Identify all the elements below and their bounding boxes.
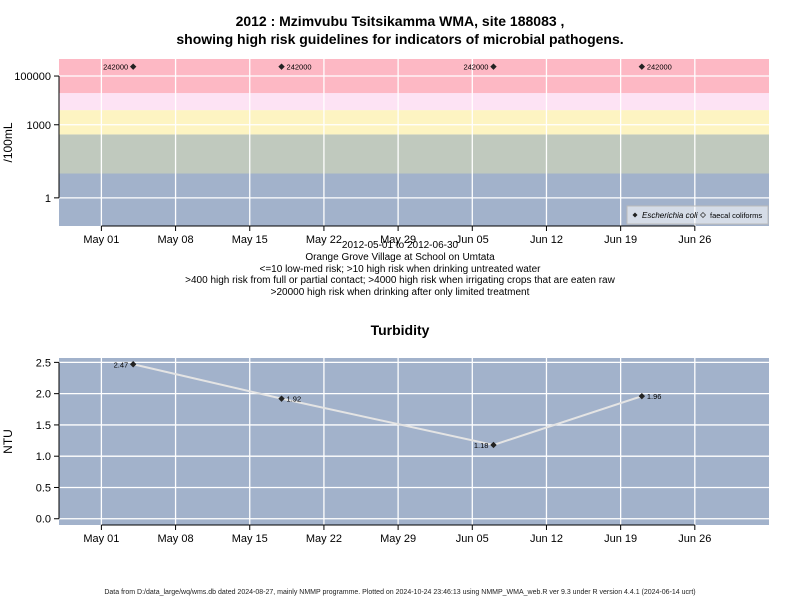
y-tick-label: 100000	[14, 71, 51, 83]
subtitle-line-2: Orange Grove Village at School on Umtata	[305, 251, 495, 263]
risk-band	[59, 134, 769, 174]
ecoli-data-label: 242000	[103, 63, 128, 72]
ecoli-point	[278, 63, 285, 70]
ecoli-point	[129, 63, 137, 70]
x-tick-label: Jun 26	[678, 533, 711, 545]
ecoli-point	[490, 63, 497, 70]
legend-faecal-label: faecal coliforms	[710, 211, 762, 220]
micro-subtitle-block: 2012-05-01 to 2012-06-30 Orange Grove Vi…	[0, 240, 800, 299]
x-tick-label: May 01	[83, 533, 119, 545]
x-tick-label: May 15	[232, 533, 268, 545]
ecoli-point	[638, 63, 646, 70]
chart-title-line2: showing high risk guidelines for indicat…	[176, 31, 624, 47]
turbidity-line	[132, 363, 643, 446]
x-tick-label: May 29	[380, 533, 416, 545]
turbidity-point	[490, 441, 497, 449]
chart-title-line1: 2012 : Mzimvubu Tsitsikamma WMA, site 18…	[235, 13, 565, 29]
legend-box	[626, 205, 769, 225]
y-tick-label: 0.5	[36, 482, 51, 494]
y-tick-label: 2.0	[36, 389, 51, 401]
y-axis-label: NTU	[1, 429, 15, 454]
subtitle-line-1: 2012-05-01 to 2012-06-30	[341, 240, 459, 251]
ecoli-data-label: 242000	[647, 63, 672, 72]
risk-band	[59, 110, 769, 135]
x-tick-label: Jun 26	[678, 234, 711, 246]
x-tick-label: May 22	[306, 533, 342, 545]
x-tick-label: Jun 05	[456, 533, 489, 545]
turbidity-title: Turbidity	[370, 322, 430, 338]
legend-ecoli-marker	[632, 212, 638, 218]
turbidity-point	[129, 361, 137, 368]
ecoli-data-label: 242000	[463, 63, 488, 72]
x-tick-label: Jun 19	[604, 234, 637, 246]
subtitle-line-4: >400 high risk from full or partial cont…	[185, 275, 615, 287]
x-tick-label: May 01	[83, 234, 119, 246]
plot-background	[59, 358, 769, 525]
x-tick-label: May 08	[158, 533, 194, 545]
x-tick-label: May 29	[380, 234, 416, 246]
y-axis-label: /100mL	[1, 122, 15, 162]
ecoli-data-label: 242000	[287, 63, 312, 72]
y-tick-label: 1000	[27, 120, 51, 132]
y-tick-label: 2.5	[36, 357, 51, 369]
y-tick-label: 1	[45, 193, 51, 205]
legend-faecal-marker	[699, 211, 707, 219]
risk-band	[59, 93, 769, 111]
x-tick-label: Jun 05	[456, 234, 489, 246]
subtitle-line-3: <=10 low-med risk; >10 high risk when dr…	[259, 263, 541, 275]
x-tick-label: May 22	[306, 234, 342, 246]
y-tick-label: 1.5	[36, 420, 51, 432]
turbidity-data-label: 1.92	[287, 395, 302, 404]
subtitle-line-5: >20000 high risk when drinking after onl…	[270, 287, 530, 299]
x-tick-label: May 15	[232, 234, 268, 246]
x-tick-label: May 08	[158, 234, 194, 246]
x-tick-label: Jun 19	[604, 533, 637, 545]
legend-ecoli-label: Escherichia coli	[642, 211, 698, 220]
turbidity-data-label: 1.18	[474, 441, 489, 450]
x-tick-label: Jun 12	[530, 234, 563, 246]
turbidity-point	[638, 392, 646, 400]
turbidity-data-label: 2.47	[114, 360, 129, 369]
y-tick-label: 1.0	[36, 451, 51, 463]
turbidity-point	[278, 395, 285, 402]
footer-note: Data from D:/data_large/wq/wms.db dated …	[104, 589, 696, 596]
x-tick-label: Jun 12	[530, 533, 563, 545]
turbidity-data-label: 1.96	[647, 392, 662, 401]
y-tick-label: 0.0	[36, 514, 51, 526]
